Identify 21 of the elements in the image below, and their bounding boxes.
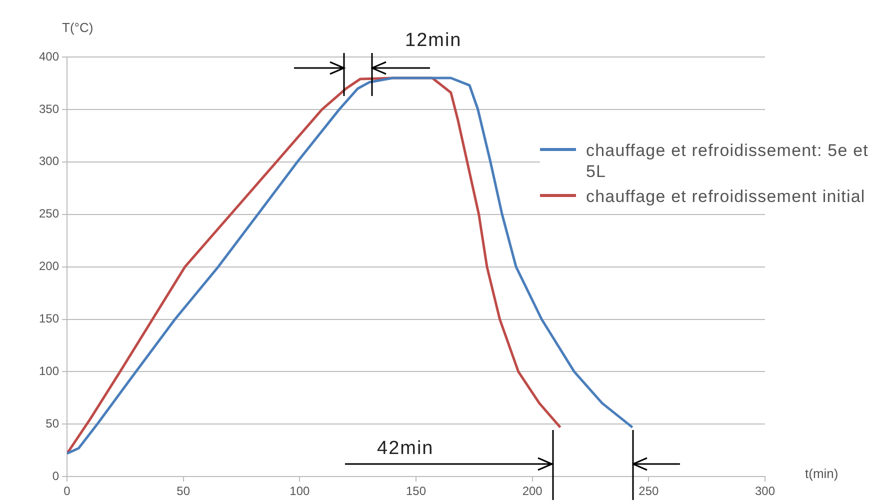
y-tick-label: 400 (38, 49, 60, 64)
y-tick-label: 200 (38, 259, 60, 274)
annotation: 42min (377, 438, 434, 460)
y-tick-label: 150 (38, 312, 60, 326)
y-tick-label: 350 (38, 102, 60, 116)
text: 12min (405, 30, 462, 52)
x-axis-title: t(min) (805, 466, 838, 481)
y-tick-label: 50 (46, 416, 60, 430)
x-tick-label: 300 (754, 484, 776, 498)
y-tick-label: 0 (52, 468, 60, 483)
x-tick-label: 50 (176, 484, 190, 498)
y-tick-label: 250 (38, 206, 60, 221)
x-tick-label: 100 (290, 484, 310, 498)
legend-label: chauffage et refroidissement initial (586, 186, 866, 207)
y-tick-label: 100 (38, 364, 60, 378)
y-axis-title: T(°C) (62, 20, 94, 35)
x-tick-label: 200 (522, 484, 543, 498)
x-tick-label: 250 (638, 484, 659, 498)
x-tick-label: 0 (64, 484, 71, 498)
y-tick-label: 300 (38, 154, 60, 168)
x-tick-label: 150 (406, 484, 426, 498)
